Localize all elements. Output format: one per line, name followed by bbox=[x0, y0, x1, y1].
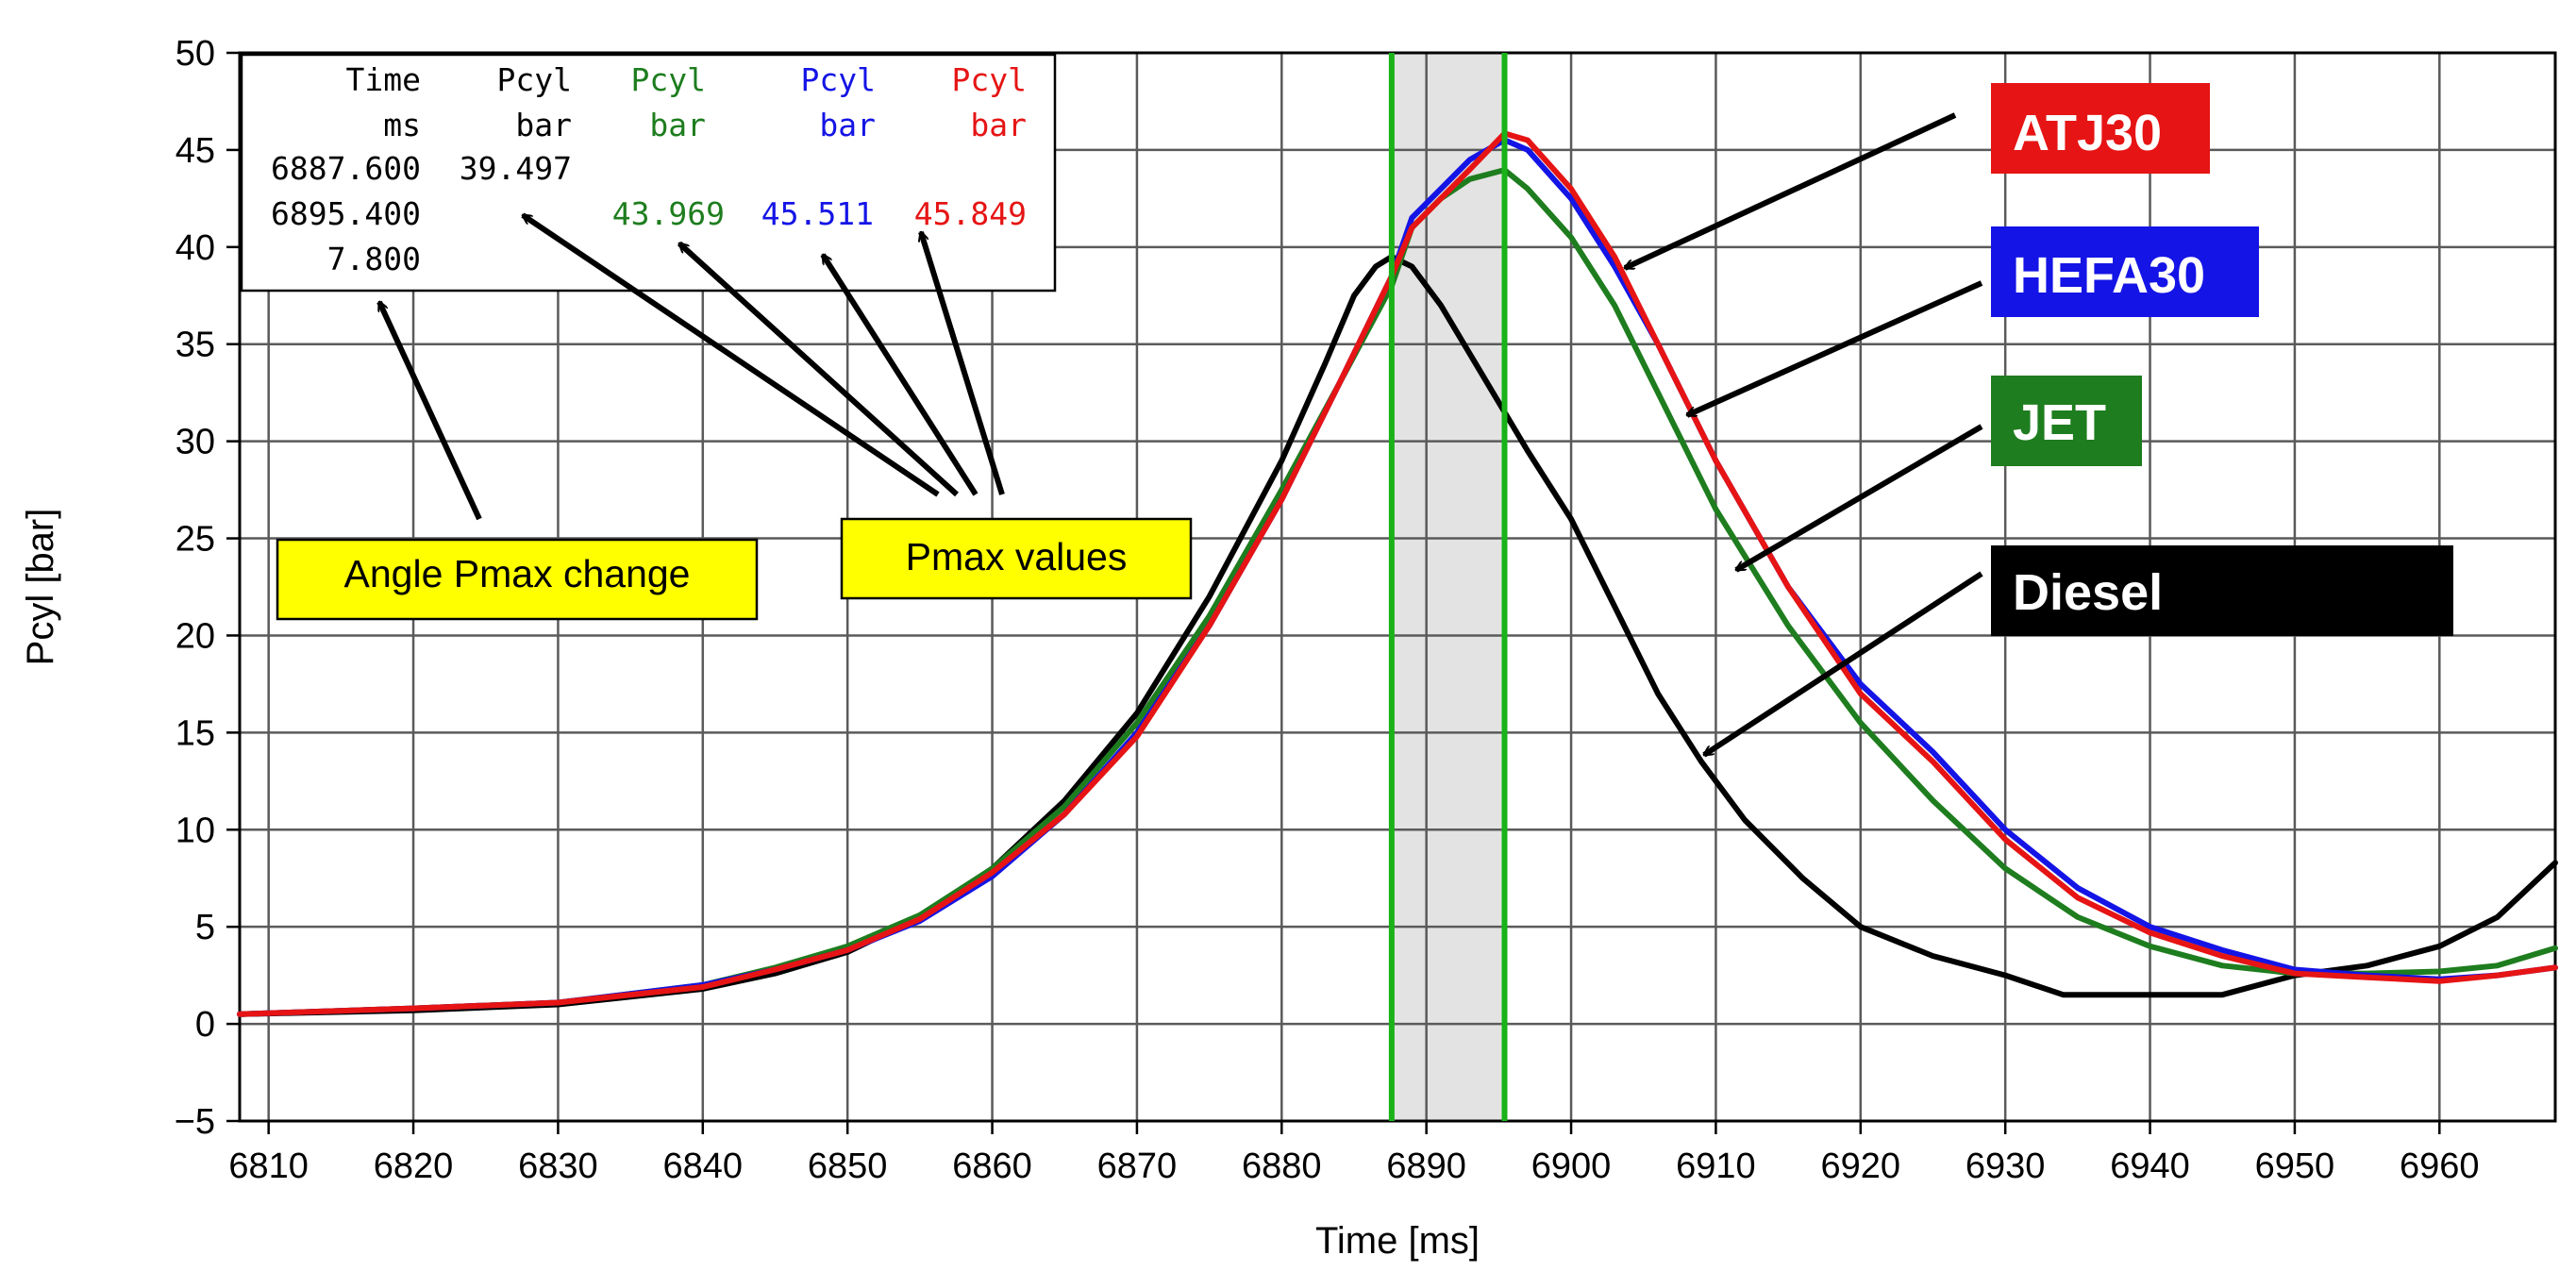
note-pmax-values: Pmax values bbox=[906, 535, 1128, 578]
readout-unit-diesel: bar bbox=[515, 107, 572, 143]
note-box-pmax-values bbox=[840, 517, 1193, 600]
readout-header-diesel: Pcyl bbox=[497, 61, 572, 98]
y-tick-label: 30 bbox=[176, 423, 215, 462]
x-axis-label: Time [ms] bbox=[1315, 1220, 1480, 1262]
x-tick-label: 6900 bbox=[1531, 1146, 1612, 1186]
legend-box-diesel bbox=[1991, 545, 2453, 636]
legend-box-atj30 bbox=[1991, 83, 2210, 174]
y-tick-label: 50 bbox=[176, 34, 215, 74]
arrows bbox=[376, 112, 1983, 758]
arrow-legend-hefa30 bbox=[1687, 280, 1983, 418]
y-tick-label: 5 bbox=[195, 908, 215, 947]
x-tick-label: 6960 bbox=[2400, 1146, 2480, 1186]
x-tick-label: 6950 bbox=[2255, 1146, 2335, 1186]
readout-header-jet: Pcyl bbox=[631, 61, 706, 98]
legend-label-hefa30: HEFA30 bbox=[2013, 247, 2205, 304]
readout-time-row2: 6895.400 bbox=[271, 195, 421, 232]
arrow-angle-to-delta bbox=[376, 302, 482, 521]
readout-unit-atj30: bar bbox=[970, 107, 1027, 143]
readout-pmax-hefa30: 45.511 bbox=[761, 195, 874, 232]
y-tick-label: 10 bbox=[176, 811, 215, 850]
y-tick-label: 15 bbox=[176, 713, 215, 753]
arrow-pmax-to-diesel bbox=[523, 212, 940, 497]
arrow-legend-jet bbox=[1736, 424, 1983, 573]
y-tick-label: 0 bbox=[195, 1005, 215, 1045]
highlight-band-layer bbox=[1391, 53, 1505, 1121]
readout-unit-jet: bar bbox=[649, 107, 706, 143]
plot-frame bbox=[238, 51, 2557, 1123]
readout-pmax-diesel: 39.497 bbox=[460, 150, 572, 187]
legend-label-jet: JET bbox=[2013, 394, 2106, 451]
legend-box-jet bbox=[1991, 376, 2142, 466]
annotations: Angle Pmax change Pmax values bbox=[276, 517, 1193, 621]
y-tick-label: 45 bbox=[176, 131, 215, 171]
legend: ATJ30 HEFA30 JET Diesel bbox=[1991, 83, 2453, 636]
y-tick-label: 35 bbox=[176, 326, 215, 365]
x-tick-label: 6850 bbox=[808, 1146, 888, 1186]
legend-box-hefa30 bbox=[1991, 226, 2259, 317]
readout-table: Time ms 6887.600 6895.400 7.800 Pcyl bar… bbox=[240, 53, 1057, 293]
legend-label-atj30: ATJ30 bbox=[2013, 105, 2162, 161]
x-tick-label: 6940 bbox=[2110, 1146, 2190, 1186]
legend-label-diesel: Diesel bbox=[2013, 564, 2163, 621]
readout-unit-time: ms bbox=[383, 107, 421, 143]
arrow-legend-diesel bbox=[1704, 571, 1983, 758]
x-tick-label: 6810 bbox=[228, 1146, 309, 1186]
x-tick-label: 6870 bbox=[1097, 1146, 1178, 1186]
y-tick-label: −5 bbox=[175, 1102, 215, 1142]
readout-pmax-jet: 43.969 bbox=[612, 195, 725, 232]
readout-header-hefa30: Pcyl bbox=[801, 61, 876, 98]
x-tick-label: 6920 bbox=[1821, 1146, 1901, 1186]
arrow-pmax-to-atj30 bbox=[921, 232, 1005, 495]
x-tick-label: 6860 bbox=[952, 1146, 1032, 1186]
note-angle-pmax: Angle Pmax change bbox=[344, 552, 691, 595]
y-tick-label: 25 bbox=[176, 520, 215, 560]
x-tick-label: 6890 bbox=[1386, 1146, 1466, 1186]
y-axis-label: Pcyl [bar] bbox=[20, 509, 61, 666]
readout-table-box bbox=[240, 53, 1057, 293]
x-tick-label: 6910 bbox=[1676, 1146, 1756, 1186]
x-tick-label: 6830 bbox=[518, 1146, 598, 1186]
readout-unit-hefa30: bar bbox=[819, 107, 876, 143]
note-box-angle-pmax bbox=[276, 538, 759, 621]
readout-pmax-atj30: 45.849 bbox=[914, 195, 1027, 232]
x-tick-label: 6820 bbox=[374, 1146, 454, 1186]
arrow-pmax-to-jet bbox=[679, 241, 960, 497]
cursor-layer bbox=[1388, 53, 1508, 1121]
x-tick-label: 6880 bbox=[1242, 1146, 1322, 1186]
readout-header-time: Time bbox=[346, 61, 421, 98]
arrow-pmax-to-hefa30 bbox=[820, 255, 979, 496]
highlight-band bbox=[1391, 53, 1505, 1121]
arrow-legend-atj30 bbox=[1625, 112, 1957, 271]
readout-time-delta: 7.800 bbox=[327, 241, 421, 277]
x-tick-label: 6930 bbox=[1965, 1146, 2046, 1186]
readout-time-row1: 6887.600 bbox=[271, 150, 421, 187]
y-tick-label: 20 bbox=[176, 616, 215, 656]
y-tick-label: 40 bbox=[176, 228, 215, 268]
x-tick-label: 6840 bbox=[663, 1146, 744, 1186]
tick-layer: 6810 6820 6830 6840 6850 6860 6870 6880 6890 6900… bbox=[175, 34, 2480, 1186]
readout-header-atj30: Pcyl bbox=[952, 61, 1027, 98]
